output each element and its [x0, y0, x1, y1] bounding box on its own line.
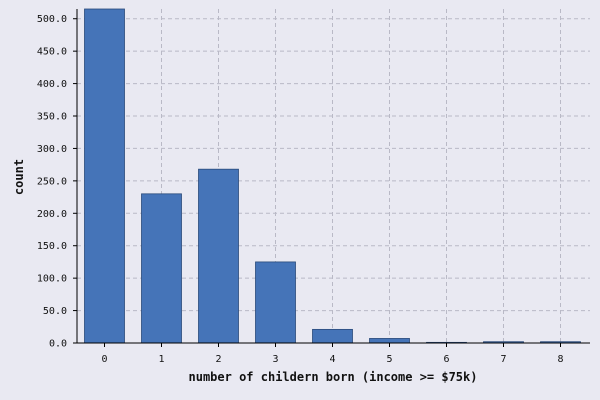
y-tick-label: 150.0	[37, 241, 67, 252]
y-tick-label: 450.0	[37, 47, 67, 58]
y-tick-label: 300.0	[37, 144, 67, 155]
y-ticks: 0.0 50.0 100.0 150.0 200.0 250.0 300.0 350.0 400…	[37, 14, 77, 350]
x-tick-label: 0	[101, 354, 107, 365]
y-tick-label: 400.0	[37, 79, 67, 90]
y-tick-label: 50.0	[43, 306, 67, 317]
x-tick-label: 2	[215, 354, 221, 365]
y-tick-label: 250.0	[37, 176, 67, 187]
y-tick-label: 350.0	[37, 112, 67, 123]
y-tick-label: 500.0	[37, 14, 67, 25]
y-tick-label: 100.0	[37, 274, 67, 285]
y-tick-label: 200.0	[37, 209, 67, 220]
x-axis-label: number of childern born (income >= $75k)	[189, 370, 478, 384]
bars	[84, 8, 581, 344]
bar-1	[141, 193, 182, 344]
bar-3	[255, 261, 296, 344]
x-tick-label: 3	[272, 354, 278, 365]
x-tick-label: 6	[443, 354, 449, 365]
bar-2	[198, 168, 239, 344]
x-tick-label: 1	[158, 354, 164, 365]
bar-4	[312, 328, 353, 344]
x-tick-label: 8	[557, 354, 563, 365]
x-tick-label: 7	[500, 354, 506, 365]
y-axis-label: count	[12, 159, 26, 195]
bar-0	[84, 8, 125, 344]
x-ticks: 0 1 2 3 4 5 6 7 8	[101, 343, 564, 365]
y-tick-label: 0.0	[49, 339, 67, 350]
x-tick-label: 4	[329, 354, 335, 365]
bar-5	[369, 338, 410, 344]
x-tick-label: 5	[386, 354, 392, 365]
